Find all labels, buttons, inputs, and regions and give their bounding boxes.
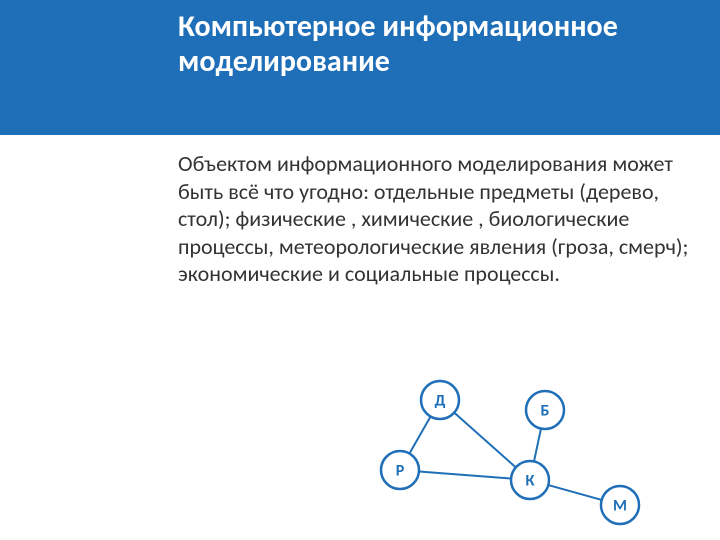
slide-body-text: Объектом информационного моделирования м… xyxy=(178,150,690,288)
graph-edge xyxy=(534,429,541,462)
graph-edge xyxy=(548,485,601,500)
graph-edge xyxy=(454,413,516,468)
graph-node: К xyxy=(511,461,549,499)
svg-text:Р: Р xyxy=(396,462,405,481)
svg-text:К: К xyxy=(525,472,534,491)
graph-node: Б xyxy=(526,391,564,429)
graph-edge xyxy=(419,471,511,478)
graph-node: М xyxy=(601,486,639,524)
graph-node: Р xyxy=(381,451,419,489)
slide-title: Компьютерное информационное моделировани… xyxy=(178,10,690,79)
network-diagram: Д Б Р К М xyxy=(350,370,680,530)
svg-text:М: М xyxy=(613,497,627,516)
graph-node: Д xyxy=(421,381,459,419)
svg-text:Д: Д xyxy=(435,392,446,411)
graph-edge xyxy=(409,416,430,453)
svg-text:Б: Б xyxy=(541,402,550,421)
